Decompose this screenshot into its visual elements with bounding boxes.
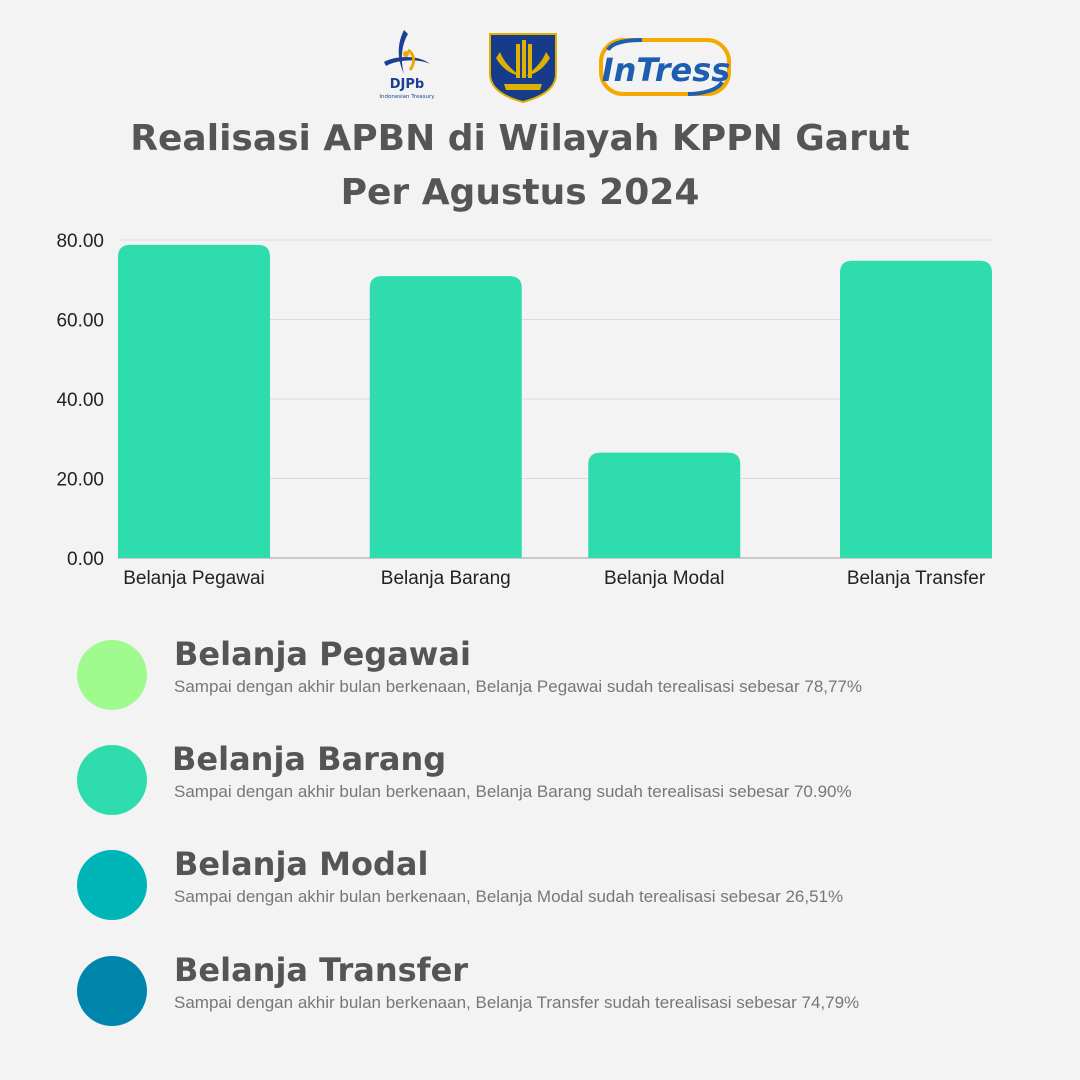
intress-logo-text: InTress bbox=[602, 51, 731, 89]
x-tick-label: Belanja Transfer bbox=[847, 568, 986, 589]
x-tick-label: Belanja Barang bbox=[381, 568, 511, 589]
y-tick-label: 80.00 bbox=[56, 231, 104, 252]
legend-desc-modal: Sampai dengan akhir bulan berkenaan, Bel… bbox=[174, 887, 844, 906]
legend-item-transfer: Belanja Transfer Sampai dengan akhir bul… bbox=[0, 946, 1080, 1036]
legend-dot-barang bbox=[77, 745, 147, 815]
legend-title-barang: Belanja Barang bbox=[172, 740, 447, 778]
djpb-logo-tagline: Indonesian Treasury bbox=[379, 94, 435, 100]
legend-title-transfer: Belanja Transfer bbox=[174, 951, 469, 989]
bar bbox=[588, 452, 741, 558]
bar bbox=[118, 244, 270, 558]
y-tick-label: 60.00 bbox=[56, 311, 104, 332]
bar bbox=[840, 260, 992, 558]
chart-title: Realisasi APBN di Wilayah KPPN Garut Per… bbox=[0, 112, 1040, 220]
legend-desc-transfer: Sampai dengan akhir bulan berkenaan, Bel… bbox=[174, 993, 860, 1012]
bar bbox=[369, 276, 522, 558]
bar-chart: 0.00 20.00 40.00 60.00 80.00 Belanja Pegawai B… bbox=[0, 225, 1080, 605]
djpb-logo: DJPb Indonesian Treasury bbox=[374, 28, 440, 102]
kemenkeu-logo bbox=[486, 28, 560, 104]
x-tick-label: Belanja Pegawai bbox=[123, 568, 265, 589]
legend-title-modal: Belanja Modal bbox=[174, 845, 429, 883]
bar-chart-svg: 0.00 20.00 40.00 60.00 80.00 Belanja Pegawai B… bbox=[56, 231, 992, 589]
legend-dot-modal bbox=[77, 850, 147, 920]
legend-dot-transfer bbox=[77, 956, 147, 1026]
legend-dot-pegawai bbox=[77, 640, 147, 710]
y-tick-label: 40.00 bbox=[56, 390, 104, 411]
djpb-logo-text: DJPb bbox=[390, 77, 424, 92]
legend-desc-pegawai: Sampai dengan akhir bulan berkenaan, Bel… bbox=[174, 677, 863, 696]
legend-item-pegawai: Belanja Pegawai Sampai dengan akhir bula… bbox=[0, 630, 1080, 720]
intress-logo: InTress bbox=[598, 36, 734, 98]
chart-title-line1: Realisasi APBN di Wilayah KPPN Garut bbox=[130, 118, 910, 159]
x-tick-label: Belanja Modal bbox=[604, 568, 724, 589]
legend-desc-barang: Sampai dengan akhir bulan berkenaan, Bel… bbox=[174, 782, 852, 801]
legend-item-barang: Belanja Barang Sampai dengan akhir bulan… bbox=[0, 735, 1080, 825]
y-tick-label: 20.00 bbox=[56, 470, 104, 491]
logo-row: DJPb Indonesian Treasury InTress bbox=[0, 28, 1080, 104]
chart-title-line2: Per Agustus 2024 bbox=[340, 172, 700, 213]
legend-title-pegawai: Belanja Pegawai bbox=[174, 635, 471, 673]
legend-item-modal: Belanja Modal Sampai dengan akhir bulan … bbox=[0, 840, 1080, 930]
y-tick-label: 0.00 bbox=[67, 549, 104, 570]
